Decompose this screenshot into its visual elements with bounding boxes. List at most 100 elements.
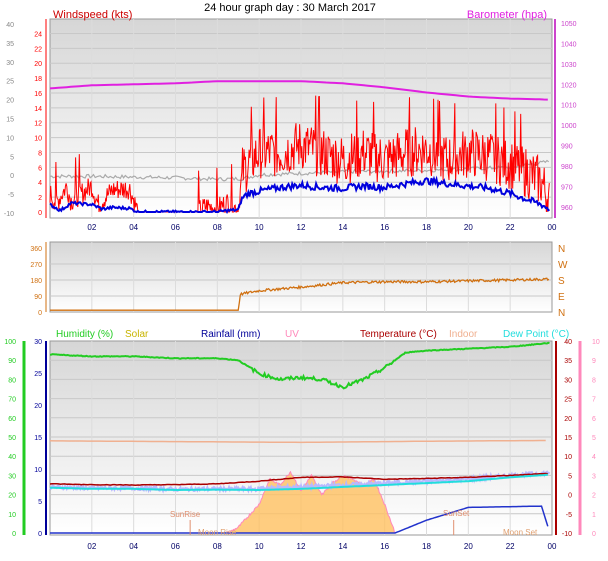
humidity-tick-3: 30 bbox=[8, 473, 16, 480]
wind-x-tick-7: 16 bbox=[380, 223, 389, 232]
wind-tick-12: 24 bbox=[34, 31, 42, 38]
wind-panel: -10-505101520253035400246810121416182022… bbox=[4, 9, 577, 232]
temp-tick-1: -5 bbox=[566, 512, 572, 519]
wind-x-tick-5: 12 bbox=[297, 223, 306, 232]
humidity-tick-8: 80 bbox=[8, 377, 16, 384]
wind-outer-tick-6: 20 bbox=[6, 98, 14, 105]
wind-x-tick-8: 18 bbox=[422, 223, 431, 232]
rain-tick-2: 10 bbox=[34, 467, 42, 474]
uv-tick-8: 8 bbox=[592, 377, 596, 384]
wind-x-tick-9: 20 bbox=[464, 223, 473, 232]
baro-tick-7: 1030 bbox=[561, 62, 577, 69]
series-temperature-trace bbox=[49, 159, 550, 182]
multi-x-tick-8: 18 bbox=[422, 542, 431, 551]
wind-x-tick-3: 08 bbox=[213, 223, 222, 232]
humidity-tick-4: 40 bbox=[8, 454, 16, 461]
compass-label-3: W bbox=[558, 260, 568, 271]
uv-tick-4: 4 bbox=[592, 454, 596, 461]
compass-label-1: E bbox=[558, 292, 565, 303]
series-wind-average bbox=[49, 175, 550, 215]
uv-tick-0: 0 bbox=[592, 531, 596, 538]
legend-3: UV bbox=[285, 329, 299, 340]
temp-tick-10: 40 bbox=[564, 339, 572, 346]
wind-tick-11: 22 bbox=[34, 46, 42, 53]
baro-tick-5: 1010 bbox=[561, 103, 577, 110]
multi-x-tick-1: 04 bbox=[129, 542, 138, 551]
baro-tick-3: 990 bbox=[561, 144, 573, 151]
legend-5: Indoor bbox=[449, 329, 478, 340]
multi-x-tick-10: 22 bbox=[506, 542, 515, 551]
wind-x-tick-1: 04 bbox=[129, 223, 138, 232]
wind-tick-1: 2 bbox=[38, 195, 42, 202]
temp-tick-3: 5 bbox=[568, 473, 572, 480]
multi-x-tick-11: 00 bbox=[548, 542, 557, 551]
compass-label-0: N bbox=[558, 308, 565, 319]
wind-tick-5: 10 bbox=[34, 136, 42, 143]
rain-tick-6: 30 bbox=[34, 339, 42, 346]
multi-x-tick-5: 12 bbox=[297, 542, 306, 551]
rain-tick-3: 15 bbox=[34, 435, 42, 442]
series-indoor bbox=[49, 439, 546, 444]
humidity-tick-7: 70 bbox=[8, 397, 16, 404]
wind-outer-tick-7: 25 bbox=[6, 79, 14, 86]
humidity-tick-6: 60 bbox=[8, 416, 16, 423]
wind-tick-8: 16 bbox=[34, 91, 42, 98]
series-barometer bbox=[49, 80, 548, 101]
direction-tick-4: 360 bbox=[30, 246, 42, 253]
temp-tick-0: -10 bbox=[562, 531, 572, 538]
legend-4: Temperature (°C) bbox=[360, 329, 437, 340]
annotation-moon-rise: Moon Rise bbox=[198, 528, 237, 537]
temp-tick-5: 15 bbox=[564, 435, 572, 442]
humidity-tick-1: 10 bbox=[8, 512, 16, 519]
series-wind-direction bbox=[50, 277, 550, 311]
wind-outer-tick-2: 0 bbox=[10, 173, 14, 180]
wind-tick-7: 14 bbox=[34, 106, 42, 113]
wind-axis-label: Windspeed (kts) bbox=[53, 9, 132, 21]
multi-x-tick-4: 10 bbox=[255, 542, 264, 551]
humidity-tick-9: 90 bbox=[8, 358, 16, 365]
wind-outer-tick-5: 15 bbox=[6, 117, 14, 124]
legend-1: Solar bbox=[125, 329, 149, 340]
baro-tick-1: 970 bbox=[561, 184, 573, 191]
wind-outer-tick-0: -10 bbox=[4, 211, 14, 218]
multi-x-tick-6: 14 bbox=[338, 542, 347, 551]
baro-tick-2: 980 bbox=[561, 164, 573, 171]
wind-outer-tick-4: 10 bbox=[6, 135, 14, 142]
wind-x-tick-2: 06 bbox=[171, 223, 180, 232]
wind-outer-tick-3: 5 bbox=[10, 154, 14, 161]
wind-tick-6: 12 bbox=[34, 121, 42, 128]
baro-axis-label: Barometer (hpa) bbox=[467, 9, 547, 21]
multi-x-tick-3: 08 bbox=[213, 542, 222, 551]
annotation-sunrise: SunRise bbox=[170, 510, 201, 519]
temp-tick-6: 20 bbox=[564, 416, 572, 423]
direction-tick-1: 90 bbox=[34, 294, 42, 301]
multi-x-tick-0: 02 bbox=[87, 542, 96, 551]
annotation-sunset: SunSet bbox=[443, 509, 470, 518]
wind-x-tick-11: 00 bbox=[548, 223, 557, 232]
baro-tick-8: 1040 bbox=[561, 41, 577, 48]
humidity-tick-5: 50 bbox=[8, 435, 16, 442]
rain-tick-5: 25 bbox=[34, 371, 42, 378]
wind-tick-10: 20 bbox=[34, 61, 42, 68]
temp-tick-9: 35 bbox=[564, 358, 572, 365]
multi-x-tick-7: 16 bbox=[380, 542, 389, 551]
series-humidity bbox=[49, 341, 550, 390]
series-dew-point bbox=[50, 473, 548, 491]
wind-x-tick-10: 22 bbox=[506, 223, 515, 232]
baro-tick-4: 1000 bbox=[561, 123, 577, 130]
rain-tick-1: 5 bbox=[38, 499, 42, 506]
legend-2: Rainfall (mm) bbox=[201, 329, 260, 340]
wind-tick-9: 18 bbox=[34, 76, 42, 83]
uv-tick-6: 6 bbox=[592, 416, 596, 423]
series-rainfall bbox=[50, 505, 549, 534]
direction-tick-3: 270 bbox=[30, 262, 42, 269]
uv-tick-1: 1 bbox=[592, 512, 596, 519]
humidity-tick-10: 100 bbox=[4, 339, 16, 346]
series-gust bbox=[49, 95, 550, 213]
baro-tick-0: 960 bbox=[561, 205, 573, 212]
multi-x-tick-9: 20 bbox=[464, 542, 473, 551]
wind-outer-tick-8: 30 bbox=[6, 60, 14, 67]
wind-tick-3: 6 bbox=[38, 165, 42, 172]
